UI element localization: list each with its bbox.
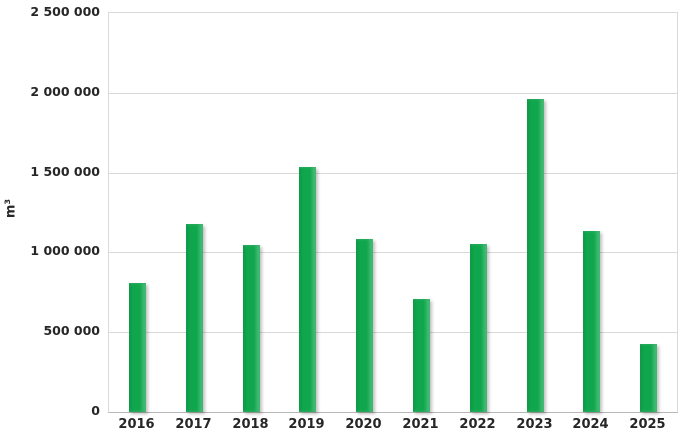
- gridline: [109, 332, 677, 334]
- x-axis-tick-label: 2022: [459, 417, 496, 432]
- bar-2024: [583, 231, 600, 412]
- y-axis-tick-label: 2 000 000: [30, 84, 100, 99]
- y-axis-tick-label: 0: [91, 403, 100, 418]
- x-axis-tick-label: 2021: [402, 417, 439, 432]
- bar-2020: [356, 239, 373, 412]
- x-axis-tick-label: 2019: [288, 417, 325, 432]
- x-axis-tick-label: 2016: [118, 417, 155, 432]
- y-axis-tick-label: 1 500 000: [30, 164, 100, 179]
- y-axis-tick-label: 1 000 000: [30, 243, 100, 258]
- gridline: [109, 172, 677, 174]
- x-axis-tick-label: 2020: [345, 417, 382, 432]
- plot-area: [108, 12, 678, 413]
- x-axis-tick-label: 2018: [232, 417, 269, 432]
- y-axis-tick-label: 2 500 000: [30, 4, 100, 19]
- x-axis-tick-label: 2024: [572, 417, 609, 432]
- bar-2025: [640, 344, 657, 412]
- bar-2019: [299, 167, 316, 412]
- bar-2021: [413, 299, 430, 412]
- gridline: [109, 252, 677, 254]
- gridline: [109, 92, 677, 94]
- y-axis-title: m³: [3, 198, 19, 219]
- bar-2017: [186, 224, 203, 412]
- bar-2018: [243, 245, 260, 412]
- x-axis-tick-label: 2017: [175, 417, 212, 432]
- x-axis-tick-label: 2023: [516, 417, 553, 432]
- bar-2016: [129, 283, 146, 412]
- x-axis-tick-label: 2025: [629, 417, 666, 432]
- bar-2022: [470, 244, 487, 412]
- y-axis-tick-label: 500 000: [43, 323, 100, 338]
- bar-2023: [527, 99, 544, 412]
